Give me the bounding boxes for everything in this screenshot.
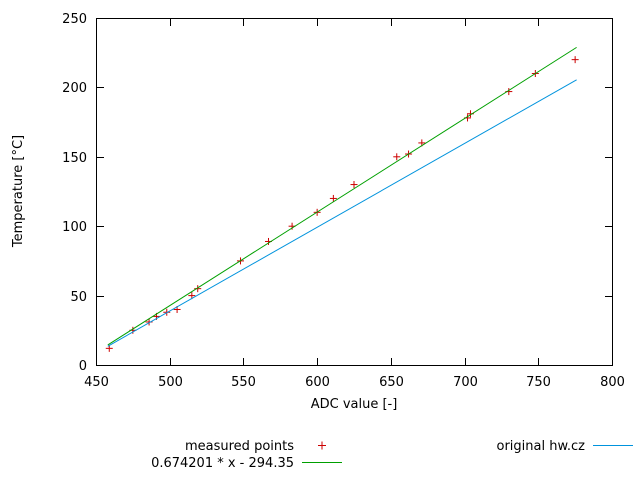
y-tick-label: 200 xyxy=(62,81,87,96)
legend-marker-plus-icon xyxy=(318,441,326,450)
y-tick-label: 100 xyxy=(62,220,87,235)
x-tick-label: 450 xyxy=(84,375,109,390)
x-tick-label: 750 xyxy=(526,375,551,390)
y-tick-label: 250 xyxy=(62,12,87,27)
series-original-hw-cz xyxy=(107,79,577,347)
y-tick-label: 0 xyxy=(79,359,87,374)
x-tick-label: 500 xyxy=(158,375,183,390)
tick-marks xyxy=(96,18,613,366)
tick-labels: 450 500 550 600 650 700 750 800 0 50 100 150 200 250 xyxy=(62,12,625,390)
y-axis-label: Temperature [°C] xyxy=(11,135,26,248)
x-tick-label: 550 xyxy=(231,375,256,390)
y-tick-label: 50 xyxy=(70,290,87,305)
plot-area: 450 500 550 600 650 700 750 800 0 50 100 150 200 250 xyxy=(62,12,625,390)
legend-label-original-hwcz: original hw.cz xyxy=(496,439,585,454)
legend: measured points 0.674201 * x - 294.35 or… xyxy=(151,439,633,471)
x-tick-label: 650 xyxy=(379,375,404,390)
plot-border xyxy=(96,18,613,366)
x-tick-label: 700 xyxy=(453,375,478,390)
x-tick-label: 800 xyxy=(600,375,625,390)
legend-label-fit-line: 0.674201 * x - 294.35 xyxy=(151,456,294,471)
series-0-674201-x-294-35 xyxy=(107,46,577,346)
x-axis-label: ADC value [-] xyxy=(311,397,398,412)
x-tick-label: 600 xyxy=(305,375,330,390)
legend-label-measured-points: measured points xyxy=(185,439,294,454)
y-tick-label: 150 xyxy=(62,151,87,166)
